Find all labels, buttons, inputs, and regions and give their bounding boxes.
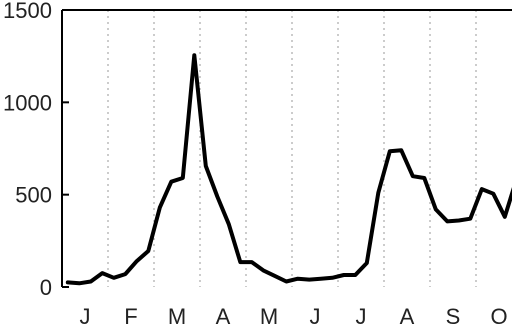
x-tick-label: J [80,304,91,329]
series-lines [65,53,512,286]
series-line-1 [65,53,512,286]
x-gridlines [107,10,477,287]
x-tick-label: M [168,304,186,329]
x-tick-label: J [356,304,367,329]
x-tick-label: A [216,304,231,329]
x-tick-label: A [400,304,415,329]
x-tick-label: S [446,304,461,329]
x-tick-label: J [310,304,321,329]
y-tick-label: 0 [40,275,52,300]
x-tick-label: M [260,304,278,329]
x-tick-label: F [124,304,137,329]
y-tick-labels: 0 500 1000 1500 [3,0,52,300]
x-tick-label: O [490,304,507,329]
y-tick-label: 1000 [3,90,52,115]
y-tick-label: 500 [15,183,52,208]
y-tick-label: 1500 [3,0,52,23]
axes [61,9,512,288]
